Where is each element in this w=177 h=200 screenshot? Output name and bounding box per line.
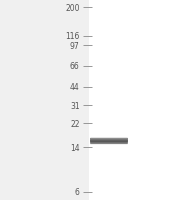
Text: 66: 66	[70, 62, 80, 71]
Text: 31: 31	[70, 101, 80, 110]
Text: 22: 22	[70, 119, 80, 128]
Text: 44: 44	[70, 83, 80, 92]
Text: 116: 116	[65, 32, 80, 41]
Text: 14: 14	[70, 143, 80, 152]
Text: 200: 200	[65, 4, 80, 12]
Text: 97: 97	[70, 41, 80, 50]
Text: 6: 6	[75, 188, 80, 196]
Bar	[88, 0, 177, 200]
